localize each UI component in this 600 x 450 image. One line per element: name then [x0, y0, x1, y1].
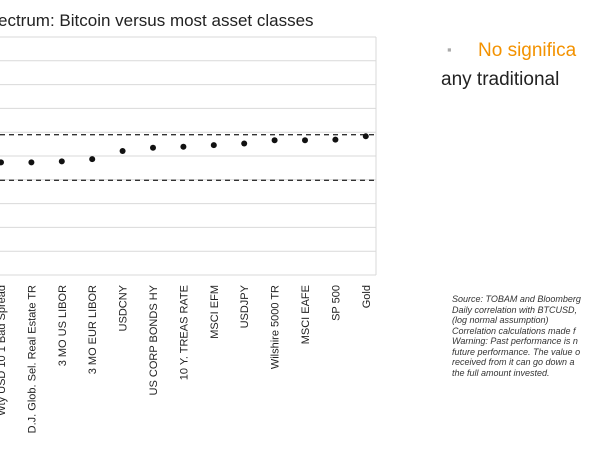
- headline-text: No significa: [478, 40, 577, 61]
- data-point: [58, 158, 65, 165]
- headline-text-2: any traditional: [441, 69, 560, 90]
- data-points: [0, 133, 369, 166]
- category-label: Wilshire 5000 TR: [270, 285, 282, 369]
- category-label: MSCI EFM: [209, 285, 221, 339]
- data-point: [332, 136, 339, 143]
- reference-lines: [0, 134, 376, 181]
- category-label: Gold: [361, 285, 373, 308]
- source-note-line: Source: TOBAM and Bloomberg: [452, 294, 581, 304]
- category-label: SP 500: [330, 285, 342, 321]
- source-note: Source: TOBAM and Bloomberg Daily correl…: [452, 294, 600, 378]
- category-labels: Wty USD 10 1 Bad Spread D.J. Glob. Sel. R…: [0, 284, 373, 433]
- category-label: Wty USD 10 1 Bad Spread: [0, 285, 8, 416]
- data-point: [150, 144, 156, 151]
- data-point: [119, 147, 126, 154]
- chart-title: ectrum: Bitcoin versus most asset classe…: [0, 11, 314, 30]
- category-label: USDJPY: [239, 284, 251, 328]
- source-note-line: future performance. The value o: [452, 346, 581, 357]
- source-note-line: (log normal assumption): [452, 315, 549, 325]
- category-label: US CORP BONDS HY: [148, 284, 160, 395]
- data-point: [241, 140, 248, 147]
- category-label: USDCNY: [118, 284, 130, 331]
- data-point: [28, 159, 35, 166]
- source-note-line: Warning: Past performance is n: [452, 336, 578, 346]
- source-note-line: received from it can go down a: [452, 357, 575, 367]
- data-point: [271, 137, 278, 144]
- data-point: [302, 137, 308, 144]
- source-note-line: Correlation calculations made f: [452, 325, 576, 336]
- data-point: [180, 143, 187, 150]
- category-label: 10 Y. TREAS RATE: [178, 285, 190, 380]
- chart-plot: Wty USD 10 1 Bad Spread D.J. Glob. Sel. R…: [0, 36, 377, 433]
- source-note-line: the full amount invested.: [452, 367, 550, 378]
- source-note-line: Daily correlation with BTCUSD,: [452, 304, 578, 315]
- data-point: [0, 159, 4, 166]
- category-label: D.J. Glob. Sel. Real Estate TR: [26, 285, 38, 433]
- category-label: 3 MO US LIBOR: [57, 285, 69, 366]
- grid-lines: [0, 36, 377, 276]
- data-point: [210, 142, 217, 149]
- bullet-icon: ▪: [447, 42, 452, 57]
- data-point: [89, 156, 96, 163]
- data-point: [362, 133, 369, 140]
- category-label: 3 MO EUR LIBOR: [87, 285, 99, 374]
- category-label: MSCI EAFE: [300, 285, 312, 344]
